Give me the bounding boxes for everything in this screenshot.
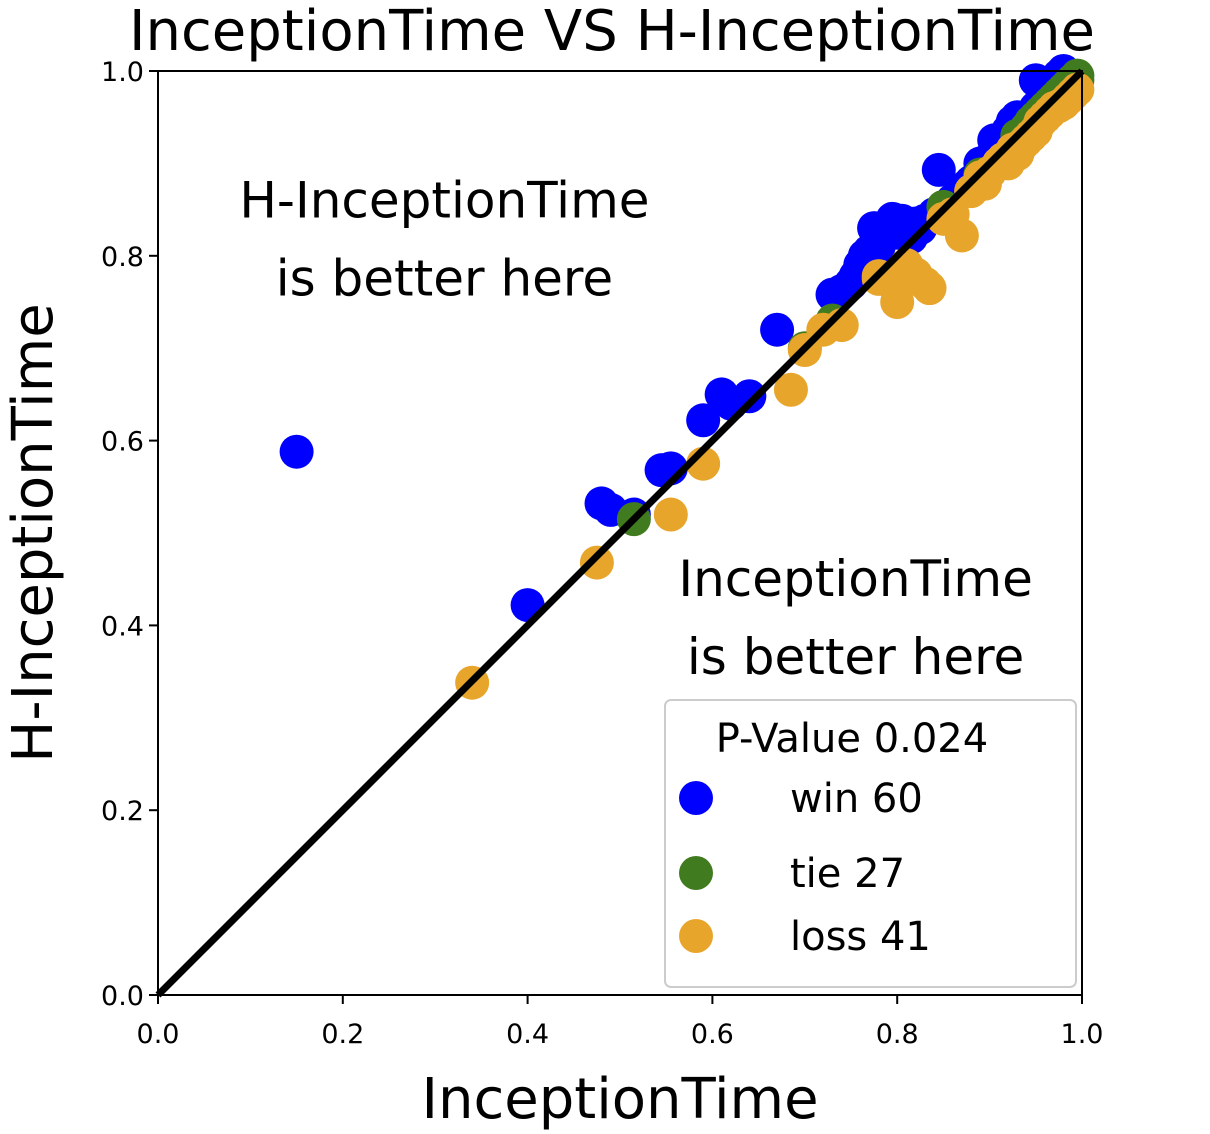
point-win bbox=[686, 403, 721, 438]
annotation-text: H-InceptionTime bbox=[239, 171, 649, 229]
point-loss bbox=[944, 218, 979, 253]
x-tick-label: 0.6 bbox=[691, 1019, 734, 1050]
legend-title: P-Value 0.024 bbox=[716, 716, 988, 762]
y-tick-label: 1.0 bbox=[101, 57, 144, 88]
point-win bbox=[921, 152, 956, 187]
x-tick-label: 0.2 bbox=[321, 1019, 364, 1050]
axis-ticks: 0.0 0.2 0.4 0.6 0.8 1.0 0.0 0.2 0.4 0.6 0.8 1.0 bbox=[101, 57, 1103, 1050]
x-tick-label: 0.0 bbox=[137, 1019, 180, 1050]
diagonal-reference-line bbox=[155, 68, 1085, 998]
x-tick-label: 0.8 bbox=[876, 1019, 919, 1050]
y-tick-label: 0.8 bbox=[101, 242, 144, 273]
x-tick-label: 0.4 bbox=[506, 1019, 549, 1050]
point-win bbox=[760, 312, 795, 347]
legend-box bbox=[664, 699, 1077, 988]
point-win bbox=[732, 379, 767, 414]
annotation-text: is better here bbox=[687, 628, 1024, 686]
legend: P-Value 0.024 win 60 tie 27 loss 41 bbox=[664, 699, 1077, 988]
legend-label: win 60 bbox=[790, 776, 923, 822]
point-loss bbox=[912, 271, 947, 306]
y-tick-label: 0.0 bbox=[101, 981, 144, 1012]
x-axis-label: InceptionTime bbox=[421, 1067, 818, 1132]
x-tick-label: 1.0 bbox=[1061, 1019, 1104, 1050]
legend-marker bbox=[679, 919, 713, 953]
legend-label: tie 27 bbox=[790, 851, 905, 897]
legend-entries: win 60 tie 27 loss 41 bbox=[679, 776, 931, 960]
y-axis-label: H-InceptionTime bbox=[1, 303, 66, 762]
annotations: H-InceptionTime is better here InceptionTi… bbox=[239, 171, 1033, 686]
point-loss bbox=[773, 372, 808, 407]
point-loss bbox=[880, 285, 915, 319]
annotation-text: is better here bbox=[276, 249, 613, 307]
point-loss bbox=[986, 141, 1021, 176]
point-win bbox=[279, 434, 314, 469]
legend-marker bbox=[679, 781, 713, 815]
legend-label: loss 41 bbox=[790, 914, 931, 960]
chart-title: InceptionTime VS H-InceptionTime bbox=[129, 0, 1095, 64]
annotation-text: InceptionTime bbox=[678, 550, 1033, 608]
point-loss bbox=[579, 545, 614, 580]
legend-marker bbox=[679, 856, 713, 890]
y-tick-label: 0.2 bbox=[101, 796, 144, 827]
point-loss bbox=[653, 497, 688, 532]
y-tick-label: 0.6 bbox=[101, 427, 144, 458]
y-tick-label: 0.4 bbox=[101, 611, 144, 642]
plot-frame bbox=[157, 70, 1083, 996]
